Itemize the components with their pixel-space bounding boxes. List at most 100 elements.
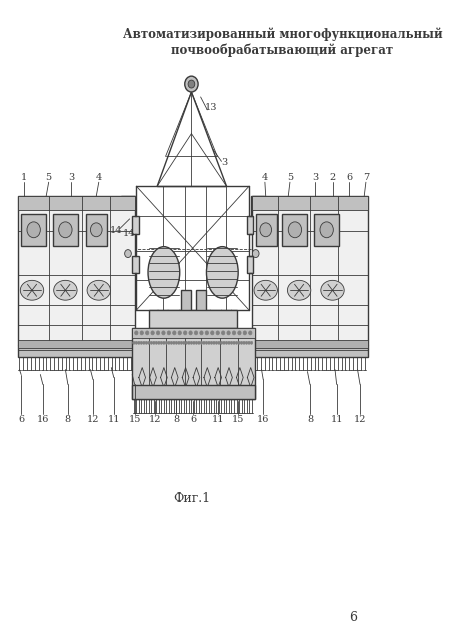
Circle shape xyxy=(226,331,230,335)
Circle shape xyxy=(145,331,148,335)
Circle shape xyxy=(319,222,332,237)
Bar xyxy=(246,255,253,273)
Circle shape xyxy=(232,331,235,335)
Bar xyxy=(132,328,254,338)
Bar xyxy=(18,196,134,345)
Circle shape xyxy=(185,341,187,344)
Bar xyxy=(251,196,367,210)
Circle shape xyxy=(192,341,195,344)
Text: 6: 6 xyxy=(345,173,351,182)
Circle shape xyxy=(155,341,157,344)
Text: 8: 8 xyxy=(64,415,71,424)
Ellipse shape xyxy=(206,246,238,298)
Circle shape xyxy=(151,331,154,335)
Circle shape xyxy=(27,222,40,237)
Bar xyxy=(132,385,254,399)
Circle shape xyxy=(207,341,210,344)
Text: 15: 15 xyxy=(231,415,244,424)
Circle shape xyxy=(175,341,177,344)
Circle shape xyxy=(189,331,192,335)
Text: 13: 13 xyxy=(204,103,216,113)
Circle shape xyxy=(132,341,135,344)
Bar xyxy=(132,328,254,399)
Text: 7: 7 xyxy=(362,173,368,182)
Text: 5: 5 xyxy=(286,173,292,182)
Text: 14: 14 xyxy=(110,227,122,236)
Circle shape xyxy=(145,341,147,344)
Circle shape xyxy=(247,341,250,344)
Text: 11: 11 xyxy=(212,415,224,424)
Circle shape xyxy=(150,341,152,344)
Text: 1: 1 xyxy=(20,173,27,182)
Bar xyxy=(255,214,276,246)
Bar xyxy=(148,310,236,328)
Circle shape xyxy=(210,341,212,344)
Circle shape xyxy=(200,341,202,344)
Text: 4: 4 xyxy=(261,173,267,182)
Bar xyxy=(246,216,253,234)
Text: Автоматизированный многофункциональный: Автоматизированный многофункциональный xyxy=(122,28,441,41)
Circle shape xyxy=(161,331,165,335)
Text: 3: 3 xyxy=(68,173,74,182)
Circle shape xyxy=(237,331,240,335)
Circle shape xyxy=(178,331,181,335)
Circle shape xyxy=(184,76,198,92)
Circle shape xyxy=(59,222,72,237)
Text: 15: 15 xyxy=(128,415,141,424)
Text: 11: 11 xyxy=(330,415,342,424)
Circle shape xyxy=(187,341,190,344)
Bar xyxy=(121,196,134,226)
Bar xyxy=(313,214,338,246)
Bar xyxy=(195,291,205,330)
Circle shape xyxy=(235,341,237,344)
Circle shape xyxy=(137,341,140,344)
Bar xyxy=(18,196,134,210)
Circle shape xyxy=(142,341,145,344)
Circle shape xyxy=(232,341,235,344)
Text: 4: 4 xyxy=(96,173,101,182)
Text: 2: 2 xyxy=(329,173,335,182)
Circle shape xyxy=(183,331,186,335)
Circle shape xyxy=(242,341,245,344)
Circle shape xyxy=(182,341,185,344)
Text: 6: 6 xyxy=(349,611,357,624)
Text: 11: 11 xyxy=(107,415,120,424)
Circle shape xyxy=(221,331,224,335)
Circle shape xyxy=(177,341,180,344)
Circle shape xyxy=(216,331,219,335)
Text: 14: 14 xyxy=(122,229,135,238)
Circle shape xyxy=(197,341,200,344)
Text: почвообрабатывающий агрегат: почвообрабатывающий агрегат xyxy=(171,44,393,57)
Text: 8: 8 xyxy=(173,415,179,424)
Circle shape xyxy=(237,341,240,344)
Circle shape xyxy=(288,222,301,237)
Circle shape xyxy=(167,341,170,344)
Circle shape xyxy=(172,341,175,344)
Bar xyxy=(251,340,367,348)
Text: 3: 3 xyxy=(311,173,318,182)
Circle shape xyxy=(230,341,232,344)
Circle shape xyxy=(252,250,258,257)
Circle shape xyxy=(245,341,247,344)
Ellipse shape xyxy=(253,280,277,300)
Circle shape xyxy=(225,341,227,344)
Ellipse shape xyxy=(20,280,44,300)
Ellipse shape xyxy=(147,246,179,298)
Bar xyxy=(251,345,367,356)
Bar xyxy=(18,345,134,356)
Circle shape xyxy=(147,341,150,344)
Bar xyxy=(53,214,78,246)
Circle shape xyxy=(240,341,242,344)
Text: 5: 5 xyxy=(46,173,51,182)
Circle shape xyxy=(227,341,230,344)
Text: 3: 3 xyxy=(221,158,227,167)
Circle shape xyxy=(170,341,172,344)
Circle shape xyxy=(205,331,208,335)
Text: 16: 16 xyxy=(257,415,269,424)
Text: Фиг.1: Фиг.1 xyxy=(172,492,210,505)
Ellipse shape xyxy=(320,280,343,300)
Text: 12: 12 xyxy=(148,415,161,424)
Bar xyxy=(18,340,134,348)
Circle shape xyxy=(162,341,165,344)
Circle shape xyxy=(190,341,192,344)
